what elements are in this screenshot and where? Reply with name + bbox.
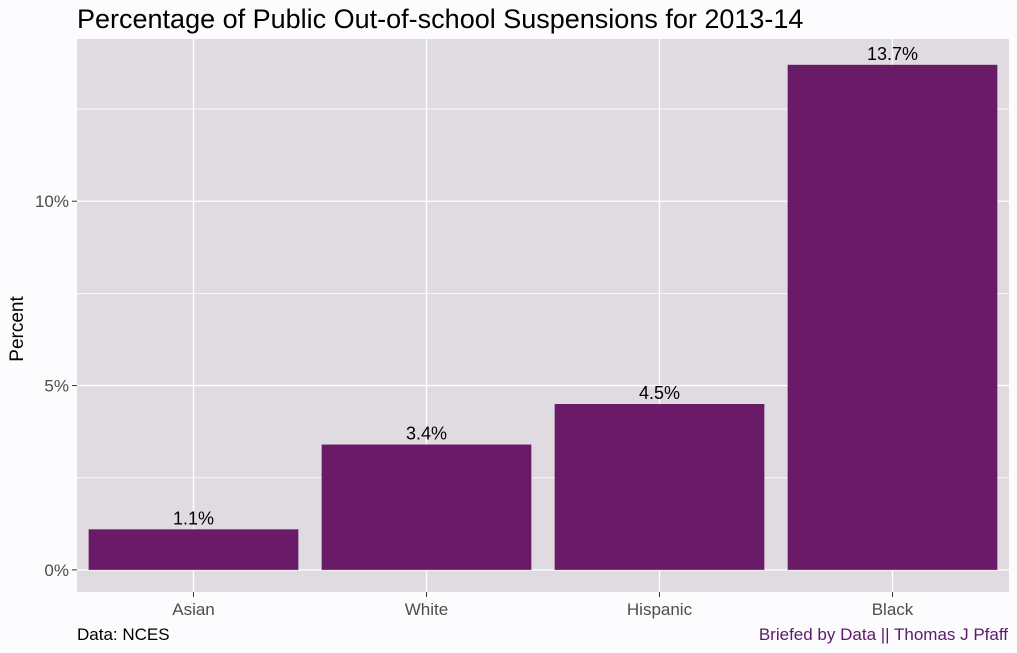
credit-note: Briefed by Data || Thomas J Pfaff — [758, 625, 1008, 644]
bar-hispanic — [554, 403, 765, 570]
bar-black — [787, 64, 998, 570]
x-tick-label: White — [405, 600, 448, 619]
chart-title: Percentage of Public Out-of-school Suspe… — [77, 4, 804, 34]
bar-asian — [88, 529, 299, 570]
x-tick-label: Black — [872, 600, 914, 619]
value-labels: 1.1% 3.4% 4.5% 13.7% — [173, 44, 918, 529]
bar-white — [321, 444, 532, 570]
bars — [88, 64, 998, 570]
x-tick-label: Hispanic — [627, 600, 693, 619]
value-label: 13.7% — [867, 44, 918, 64]
y-axis: 0% 5% 10% — [35, 192, 77, 580]
value-label: 4.5% — [639, 383, 680, 403]
source-note: Data: NCES — [77, 625, 170, 644]
y-tick-label: 5% — [44, 377, 69, 396]
value-label: 3.4% — [406, 424, 447, 444]
x-axis: Asian White Hispanic Black — [172, 592, 914, 619]
y-tick-label: 10% — [35, 192, 69, 211]
y-tick-label: 0% — [44, 561, 69, 580]
y-axis-label: Percent — [7, 296, 28, 362]
x-tick-label: Asian — [172, 600, 215, 619]
value-label: 1.1% — [173, 508, 214, 528]
